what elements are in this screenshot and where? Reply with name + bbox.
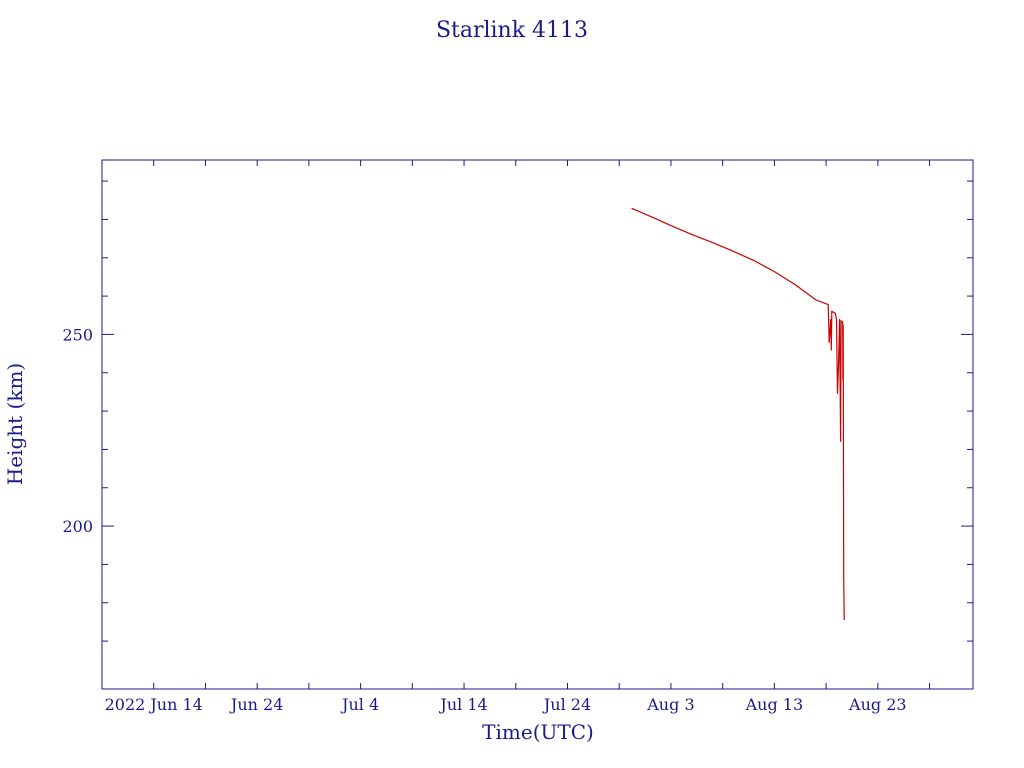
x-tick-label: Jul 4 [340, 695, 379, 714]
plot-frame [101, 159, 974, 690]
y-tick-label: 200 [62, 517, 93, 536]
x-axis-label: Time(UTC) [482, 720, 594, 744]
x-tick-label: 2022 Jun 14 [105, 695, 203, 714]
x-tick-label: Aug 13 [745, 695, 804, 714]
x-tick-label: Jul 24 [542, 695, 591, 714]
series-group [631, 207, 845, 621]
series-line-height [631, 207, 845, 621]
x-tick-label: Aug 3 [646, 695, 694, 714]
x-tick-label: Jul 14 [438, 695, 487, 714]
x-tick-label: Jun 24 [229, 695, 283, 714]
y-axis-label: Height (km) [3, 363, 27, 485]
x-axis-ticks: 2022 Jun 14 Jun 24 Jul 4 Jul 14 Jul 24 Aug 3 A… [105, 160, 931, 714]
y-tick-label: 250 [62, 325, 93, 344]
plot-border [101, 159, 974, 690]
chart-title: Starlink 4113 [436, 18, 588, 43]
x-tick-label: Aug 23 [848, 695, 907, 714]
y-axis-ticks: 200 250 [62, 180, 973, 642]
